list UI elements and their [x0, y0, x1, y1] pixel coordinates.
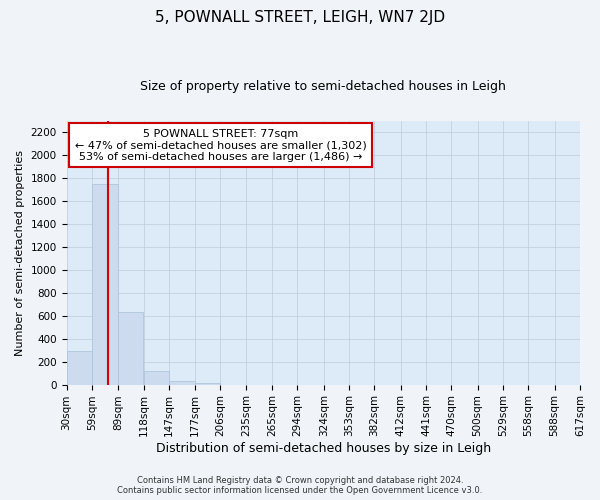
Bar — [92, 184, 118, 384]
Text: 5, POWNALL STREET, LEIGH, WN7 2JD: 5, POWNALL STREET, LEIGH, WN7 2JD — [155, 10, 445, 25]
Bar — [67, 352, 92, 384]
Bar — [196, 382, 220, 384]
Bar — [118, 312, 143, 384]
Text: Contains HM Land Registry data © Crown copyright and database right 2024.
Contai: Contains HM Land Registry data © Crown c… — [118, 476, 482, 495]
Bar — [169, 380, 195, 384]
Title: Size of property relative to semi-detached houses in Leigh: Size of property relative to semi-detach… — [140, 80, 506, 93]
Y-axis label: Number of semi-detached properties: Number of semi-detached properties — [15, 150, 25, 356]
X-axis label: Distribution of semi-detached houses by size in Leigh: Distribution of semi-detached houses by … — [156, 442, 491, 455]
Text: 5 POWNALL STREET: 77sqm
← 47% of semi-detached houses are smaller (1,302)
53% of: 5 POWNALL STREET: 77sqm ← 47% of semi-de… — [74, 128, 367, 162]
Bar — [144, 372, 169, 384]
